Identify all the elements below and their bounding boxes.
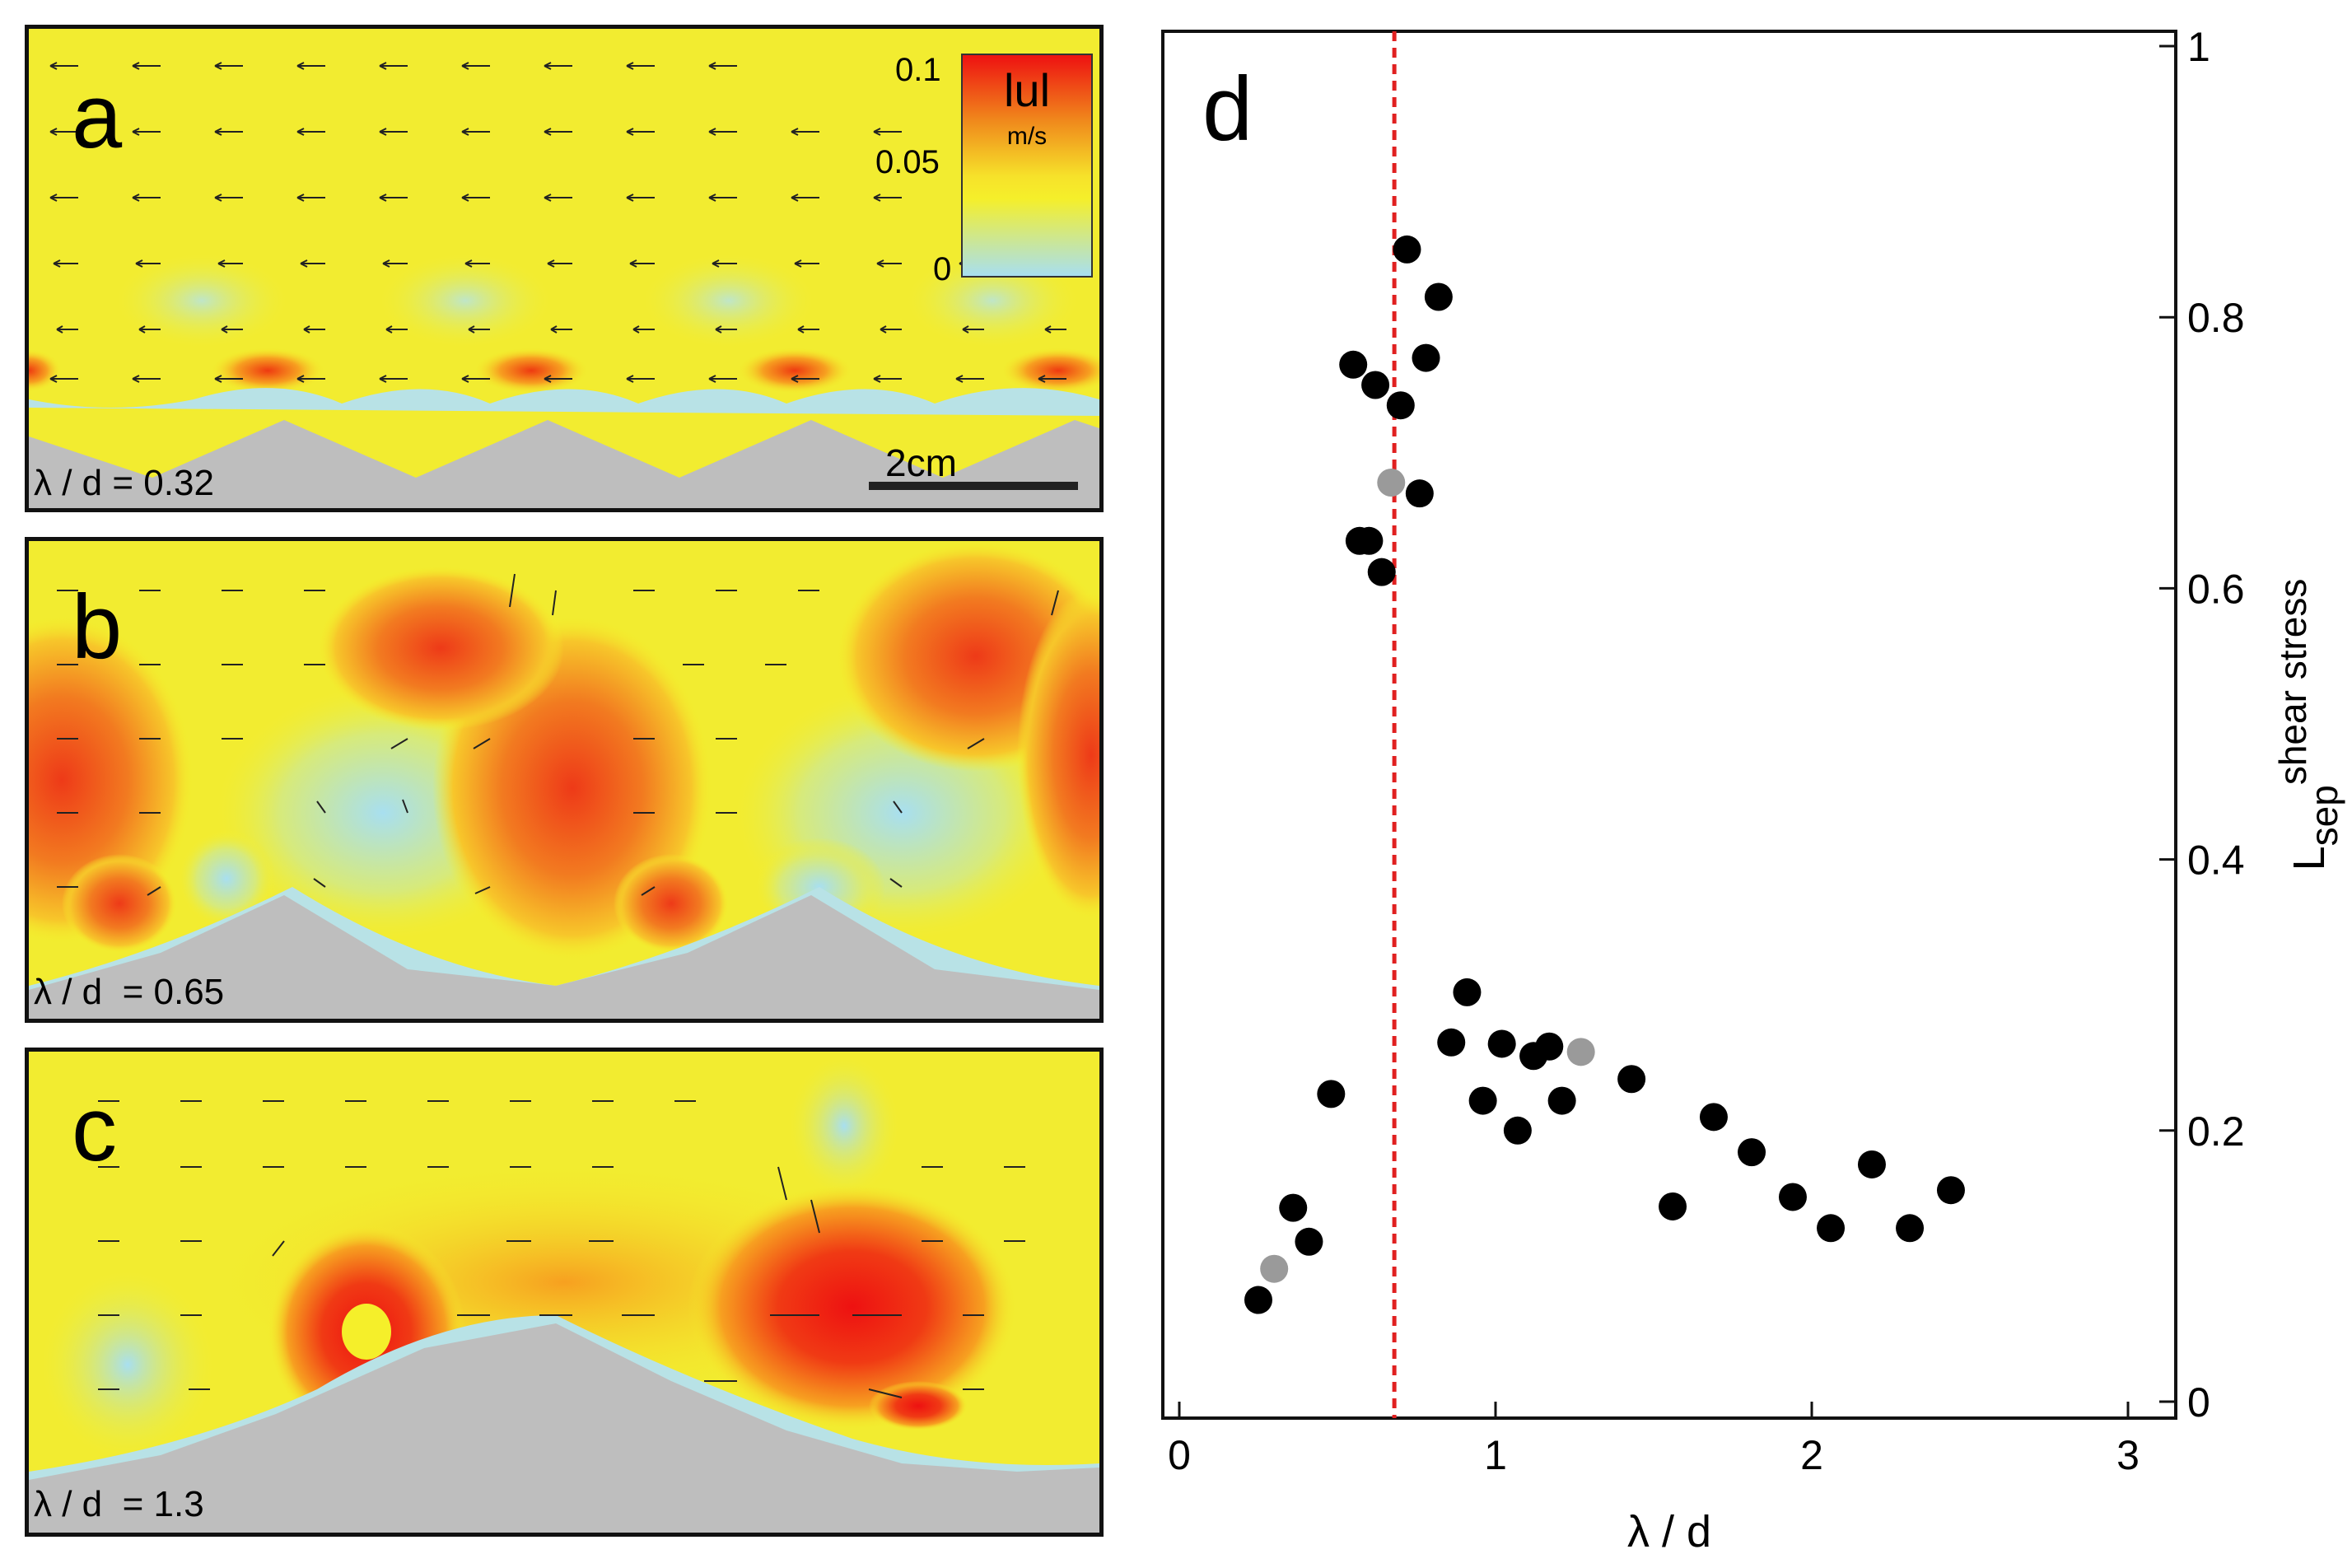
data-point xyxy=(1437,1028,1466,1057)
data-point xyxy=(1453,978,1482,1006)
colorbar-title: lul xyxy=(1003,64,1051,116)
panel-b-ratio: λ / d = 0.65 xyxy=(34,972,225,1012)
y-axis-label-main: L xyxy=(2284,846,2334,870)
data-point xyxy=(1566,1038,1595,1066)
panel-d-label: d xyxy=(1202,58,1253,160)
data-point xyxy=(1260,1254,1289,1283)
data-point xyxy=(1817,1214,1846,1243)
data-point xyxy=(1617,1065,1646,1094)
panel-a-field xyxy=(29,29,1099,508)
panel-c-field xyxy=(29,1052,1099,1533)
panel-c-ratio: λ / d = 1.3 xyxy=(34,1484,204,1524)
scatter-chart: 0 1 2 3 0 0.2 0.4 0.6 0.8 1 d λ / d Lsepshear st… xyxy=(1161,24,2345,1556)
data-point xyxy=(1547,1086,1576,1115)
y-tick-label: 1 xyxy=(2187,24,2210,70)
x-axis-label: λ / d xyxy=(1627,1507,1711,1556)
colorbar-tick-bottom: 0 xyxy=(933,251,952,287)
data-point xyxy=(1355,526,1384,555)
data-point xyxy=(1535,1032,1564,1061)
panel-a-label: a xyxy=(72,66,123,167)
data-point xyxy=(1699,1103,1728,1132)
data-point xyxy=(1778,1183,1807,1211)
panel-c: c λ / d = 1.3 xyxy=(25,1048,1104,1537)
panel-b-field xyxy=(29,541,1099,1019)
data-point xyxy=(1377,469,1406,497)
colorbar-tick-top: 0.1 xyxy=(895,52,941,88)
y-tick-label: 0.2 xyxy=(2187,1108,2245,1155)
data-point xyxy=(1424,282,1453,311)
plot-frame xyxy=(1161,30,2177,1420)
data-point xyxy=(1339,350,1368,379)
y-axis-label: Lsepshear stress xyxy=(2271,579,2345,871)
data-point xyxy=(1487,1029,1516,1058)
data-point xyxy=(1857,1150,1886,1178)
y-axis-label-sup: shear stress xyxy=(2271,579,2314,786)
panel-a-ratio: λ / d = 0.32 xyxy=(34,463,214,503)
x-tick-label: 1 xyxy=(1484,1432,1507,1478)
data-point xyxy=(1386,391,1415,420)
y-tick-label: 0.4 xyxy=(2187,838,2245,884)
scale-bar-label: 2cm xyxy=(885,441,957,484)
data-point xyxy=(1367,558,1396,586)
data-point xyxy=(1295,1227,1323,1256)
data-point xyxy=(1503,1116,1532,1145)
y-tick-label: 0 xyxy=(2187,1379,2210,1426)
x-tick-label: 0 xyxy=(1168,1432,1191,1478)
colorbar-unit: m/s xyxy=(1006,123,1048,150)
data-point xyxy=(1896,1214,1925,1243)
data-point xyxy=(1936,1176,1965,1205)
colorbar: lul m/s xyxy=(961,54,1093,278)
y-tick-label: 0.8 xyxy=(2187,295,2245,341)
data-point xyxy=(1412,343,1440,372)
velocity-arrows xyxy=(49,62,1066,383)
y-tick-label: 0.6 xyxy=(2187,566,2245,612)
data-point xyxy=(1468,1086,1497,1115)
colorbar-tick-mid: 0.05 xyxy=(875,144,940,180)
velocity-arrows xyxy=(98,1100,1025,1398)
data-point xyxy=(1244,1286,1272,1314)
x-tick-label: 3 xyxy=(2116,1432,2140,1478)
velocity-arrows xyxy=(57,573,1059,896)
panel-c-label: c xyxy=(72,1079,117,1180)
data-point xyxy=(1659,1192,1687,1220)
panel-a: a λ / d = 0.32 2cm lul m/s 0.1 0.05 0 xyxy=(25,25,1104,512)
data-point xyxy=(1738,1138,1766,1167)
data-point xyxy=(1405,479,1434,508)
x-tick-label: 2 xyxy=(1800,1432,1823,1478)
data-point xyxy=(1393,235,1421,264)
data-point xyxy=(1279,1193,1308,1222)
data-point xyxy=(1317,1080,1346,1108)
y-axis-label-sub: sep xyxy=(2303,785,2345,846)
data-point xyxy=(1361,371,1390,399)
panel-b-label: b xyxy=(72,576,123,678)
panel-b: b λ / d = 0.65 xyxy=(25,537,1104,1023)
scale-bar xyxy=(869,482,1078,490)
